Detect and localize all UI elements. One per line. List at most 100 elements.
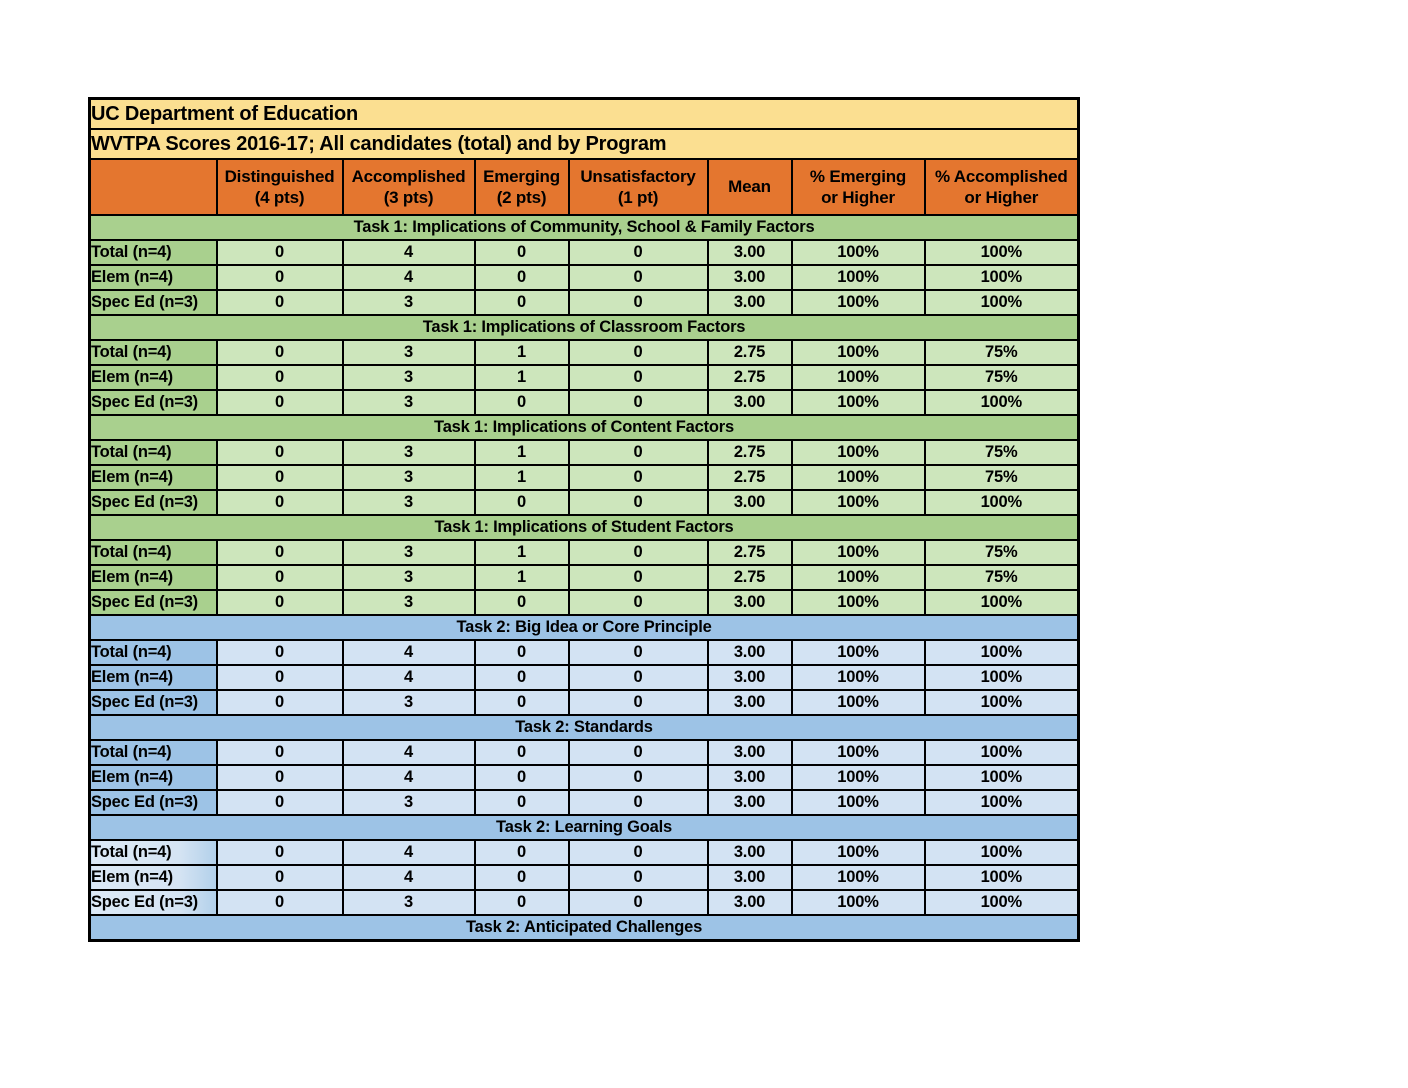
section-header: Task 2: Learning Goals — [88, 814, 1080, 841]
score-cell: 0 — [567, 539, 709, 566]
score-cell: 100% — [923, 639, 1080, 666]
section-header: Task 1: Implications of Content Factors — [88, 414, 1080, 441]
row-label: Total (n=4) — [88, 639, 218, 666]
score-cell: 0 — [215, 739, 344, 766]
table-row: Total (n=4) 0 4 0 0 3.00 100% 100% — [88, 839, 1080, 866]
section-row-4: Task 2: Big Idea or Core Principle — [88, 614, 1080, 641]
score-cell: 0 — [567, 739, 709, 766]
score-cell: 75% — [923, 539, 1080, 566]
row-label: Total (n=4) — [88, 339, 218, 366]
score-cell: 100% — [790, 764, 926, 791]
score-cell: 3.00 — [706, 289, 793, 316]
score-cell: 3.00 — [706, 739, 793, 766]
score-cell: 100% — [790, 489, 926, 516]
table-row: Total (n=4) 0 3 1 0 2.75 100% 75% — [88, 339, 1080, 366]
table-row: Spec Ed (n=3) 0 3 0 0 3.00 100% 100% — [88, 689, 1080, 716]
score-cell: 3.00 — [706, 889, 793, 916]
score-cell: 100% — [923, 239, 1080, 266]
section-header: Task 2: Anticipated Challenges — [88, 914, 1080, 942]
row-label: Spec Ed (n=3) — [88, 589, 218, 616]
score-cell: 100% — [923, 764, 1080, 791]
score-cell: 0 — [473, 389, 570, 416]
score-cell: 0 — [215, 264, 344, 291]
score-cell: 100% — [790, 364, 926, 391]
table-row: Spec Ed (n=3) 0 3 0 0 3.00 100% 100% — [88, 389, 1080, 416]
score-cell: 100% — [790, 439, 926, 466]
table-row: Spec Ed (n=3) 0 3 0 0 3.00 100% 100% — [88, 889, 1080, 916]
score-cell: 100% — [923, 289, 1080, 316]
row-label: Elem (n=4) — [88, 864, 218, 891]
score-cell: 3.00 — [706, 389, 793, 416]
score-cell: 0 — [567, 789, 709, 816]
column-header-pct-emerging: % Emerging or Higher — [790, 158, 926, 216]
score-cell: 100% — [790, 664, 926, 691]
score-cell: 100% — [923, 389, 1080, 416]
score-cell: 1 — [473, 439, 570, 466]
row-label: Elem (n=4) — [88, 564, 218, 591]
table-row: Elem (n=4) 0 3 1 0 2.75 100% 75% — [88, 364, 1080, 391]
score-cell: 0 — [215, 789, 344, 816]
score-cell: 1 — [473, 539, 570, 566]
score-cell: 0 — [567, 639, 709, 666]
score-cell: 0 — [567, 839, 709, 866]
score-cell: 3 — [341, 489, 476, 516]
table-title: UC Department of Education — [88, 97, 1080, 130]
score-cell: 0 — [473, 739, 570, 766]
column-header-emerging: Emerging (2 pts) — [473, 158, 570, 216]
score-cell: 0 — [215, 764, 344, 791]
score-cell: 0 — [215, 464, 344, 491]
score-cell: 3 — [341, 439, 476, 466]
score-cell: 100% — [790, 564, 926, 591]
score-cell: 100% — [790, 839, 926, 866]
score-cell: 0 — [215, 489, 344, 516]
score-cell: 100% — [923, 489, 1080, 516]
score-cell: 1 — [473, 464, 570, 491]
score-cell: 0 — [215, 539, 344, 566]
table-row: Total (n=4) 0 3 1 0 2.75 100% 75% — [88, 539, 1080, 566]
section-header: Task 1: Implications of Classroom Factor… — [88, 314, 1080, 341]
column-header-pct-accomplished: % Accomplished or Higher — [923, 158, 1080, 216]
score-cell: 3 — [341, 689, 476, 716]
row-label: Total (n=4) — [88, 539, 218, 566]
score-cell: 1 — [473, 364, 570, 391]
column-header-blank — [88, 158, 218, 216]
row-label: Spec Ed (n=3) — [88, 889, 218, 916]
column-header-unsatisfactory: Unsatisfactory (1 pt) — [567, 158, 709, 216]
section-row-5: Task 2: Standards — [88, 714, 1080, 741]
score-cell: 2.75 — [706, 539, 793, 566]
score-cell: 4 — [341, 639, 476, 666]
score-cell: 3.00 — [706, 664, 793, 691]
score-cell: 75% — [923, 364, 1080, 391]
score-cell: 100% — [790, 864, 926, 891]
score-cell: 0 — [567, 339, 709, 366]
row-label: Total (n=4) — [88, 839, 218, 866]
score-cell: 3 — [341, 389, 476, 416]
score-cell: 3 — [341, 289, 476, 316]
score-cell: 0 — [215, 439, 344, 466]
score-cell: 3 — [341, 464, 476, 491]
score-cell: 100% — [923, 589, 1080, 616]
score-cell: 0 — [473, 289, 570, 316]
score-cell: 100% — [790, 589, 926, 616]
score-cell: 100% — [790, 339, 926, 366]
score-cell: 0 — [215, 664, 344, 691]
score-cell: 0 — [215, 364, 344, 391]
row-label: Elem (n=4) — [88, 264, 218, 291]
score-cell: 2.75 — [706, 364, 793, 391]
score-cell: 100% — [790, 264, 926, 291]
table-title-row: UC Department of Education — [88, 97, 1080, 130]
score-cell: 3 — [341, 364, 476, 391]
column-header-distinguished: Distinguished (4 pts) — [215, 158, 344, 216]
score-cell: 0 — [567, 364, 709, 391]
score-cell: 100% — [923, 839, 1080, 866]
table-row: Elem (n=4) 0 3 1 0 2.75 100% 75% — [88, 464, 1080, 491]
score-cell: 0 — [567, 564, 709, 591]
score-cell: 100% — [790, 539, 926, 566]
score-cell: 0 — [567, 589, 709, 616]
score-cell: 0 — [567, 689, 709, 716]
score-cell: 100% — [790, 789, 926, 816]
score-cell: 100% — [923, 689, 1080, 716]
score-cell: 100% — [790, 689, 926, 716]
score-cell: 100% — [790, 739, 926, 766]
